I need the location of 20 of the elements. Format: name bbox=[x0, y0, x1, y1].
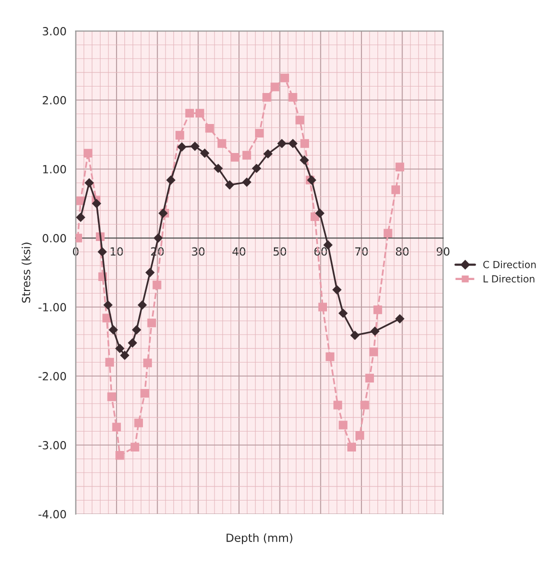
y-tick-label: 2.00 bbox=[42, 96, 66, 104]
y-tick-label: 1.00 bbox=[43, 165, 66, 174]
x-tick-label: 30 bbox=[192, 247, 205, 256]
y-tick-label: -1.00 bbox=[38, 303, 66, 312]
legend-label: L Direction bbox=[484, 274, 534, 283]
x-tick-label: 90 bbox=[436, 247, 450, 256]
y-axis-title: Stress (ksi) bbox=[22, 242, 32, 303]
x-tick-label: 70 bbox=[355, 247, 368, 256]
x-tick-label: 50 bbox=[274, 247, 286, 256]
x-axis-title: Depth (mm) bbox=[226, 533, 292, 544]
y-tick-label: 3.00 bbox=[42, 27, 66, 36]
y-tick-label: -3.00 bbox=[38, 441, 66, 450]
legend-label: C Direction bbox=[483, 260, 536, 268]
x-tick-label: 40 bbox=[232, 247, 246, 256]
x-tick-label: 10 bbox=[110, 247, 123, 256]
x-tick-label: 0 bbox=[72, 247, 79, 256]
y-tick-label: -2.00 bbox=[38, 372, 66, 380]
x-tick-label: 80 bbox=[396, 247, 409, 256]
y-tick-label: 0.00 bbox=[42, 234, 66, 242]
y-tick-label: -4.00 bbox=[38, 510, 66, 518]
